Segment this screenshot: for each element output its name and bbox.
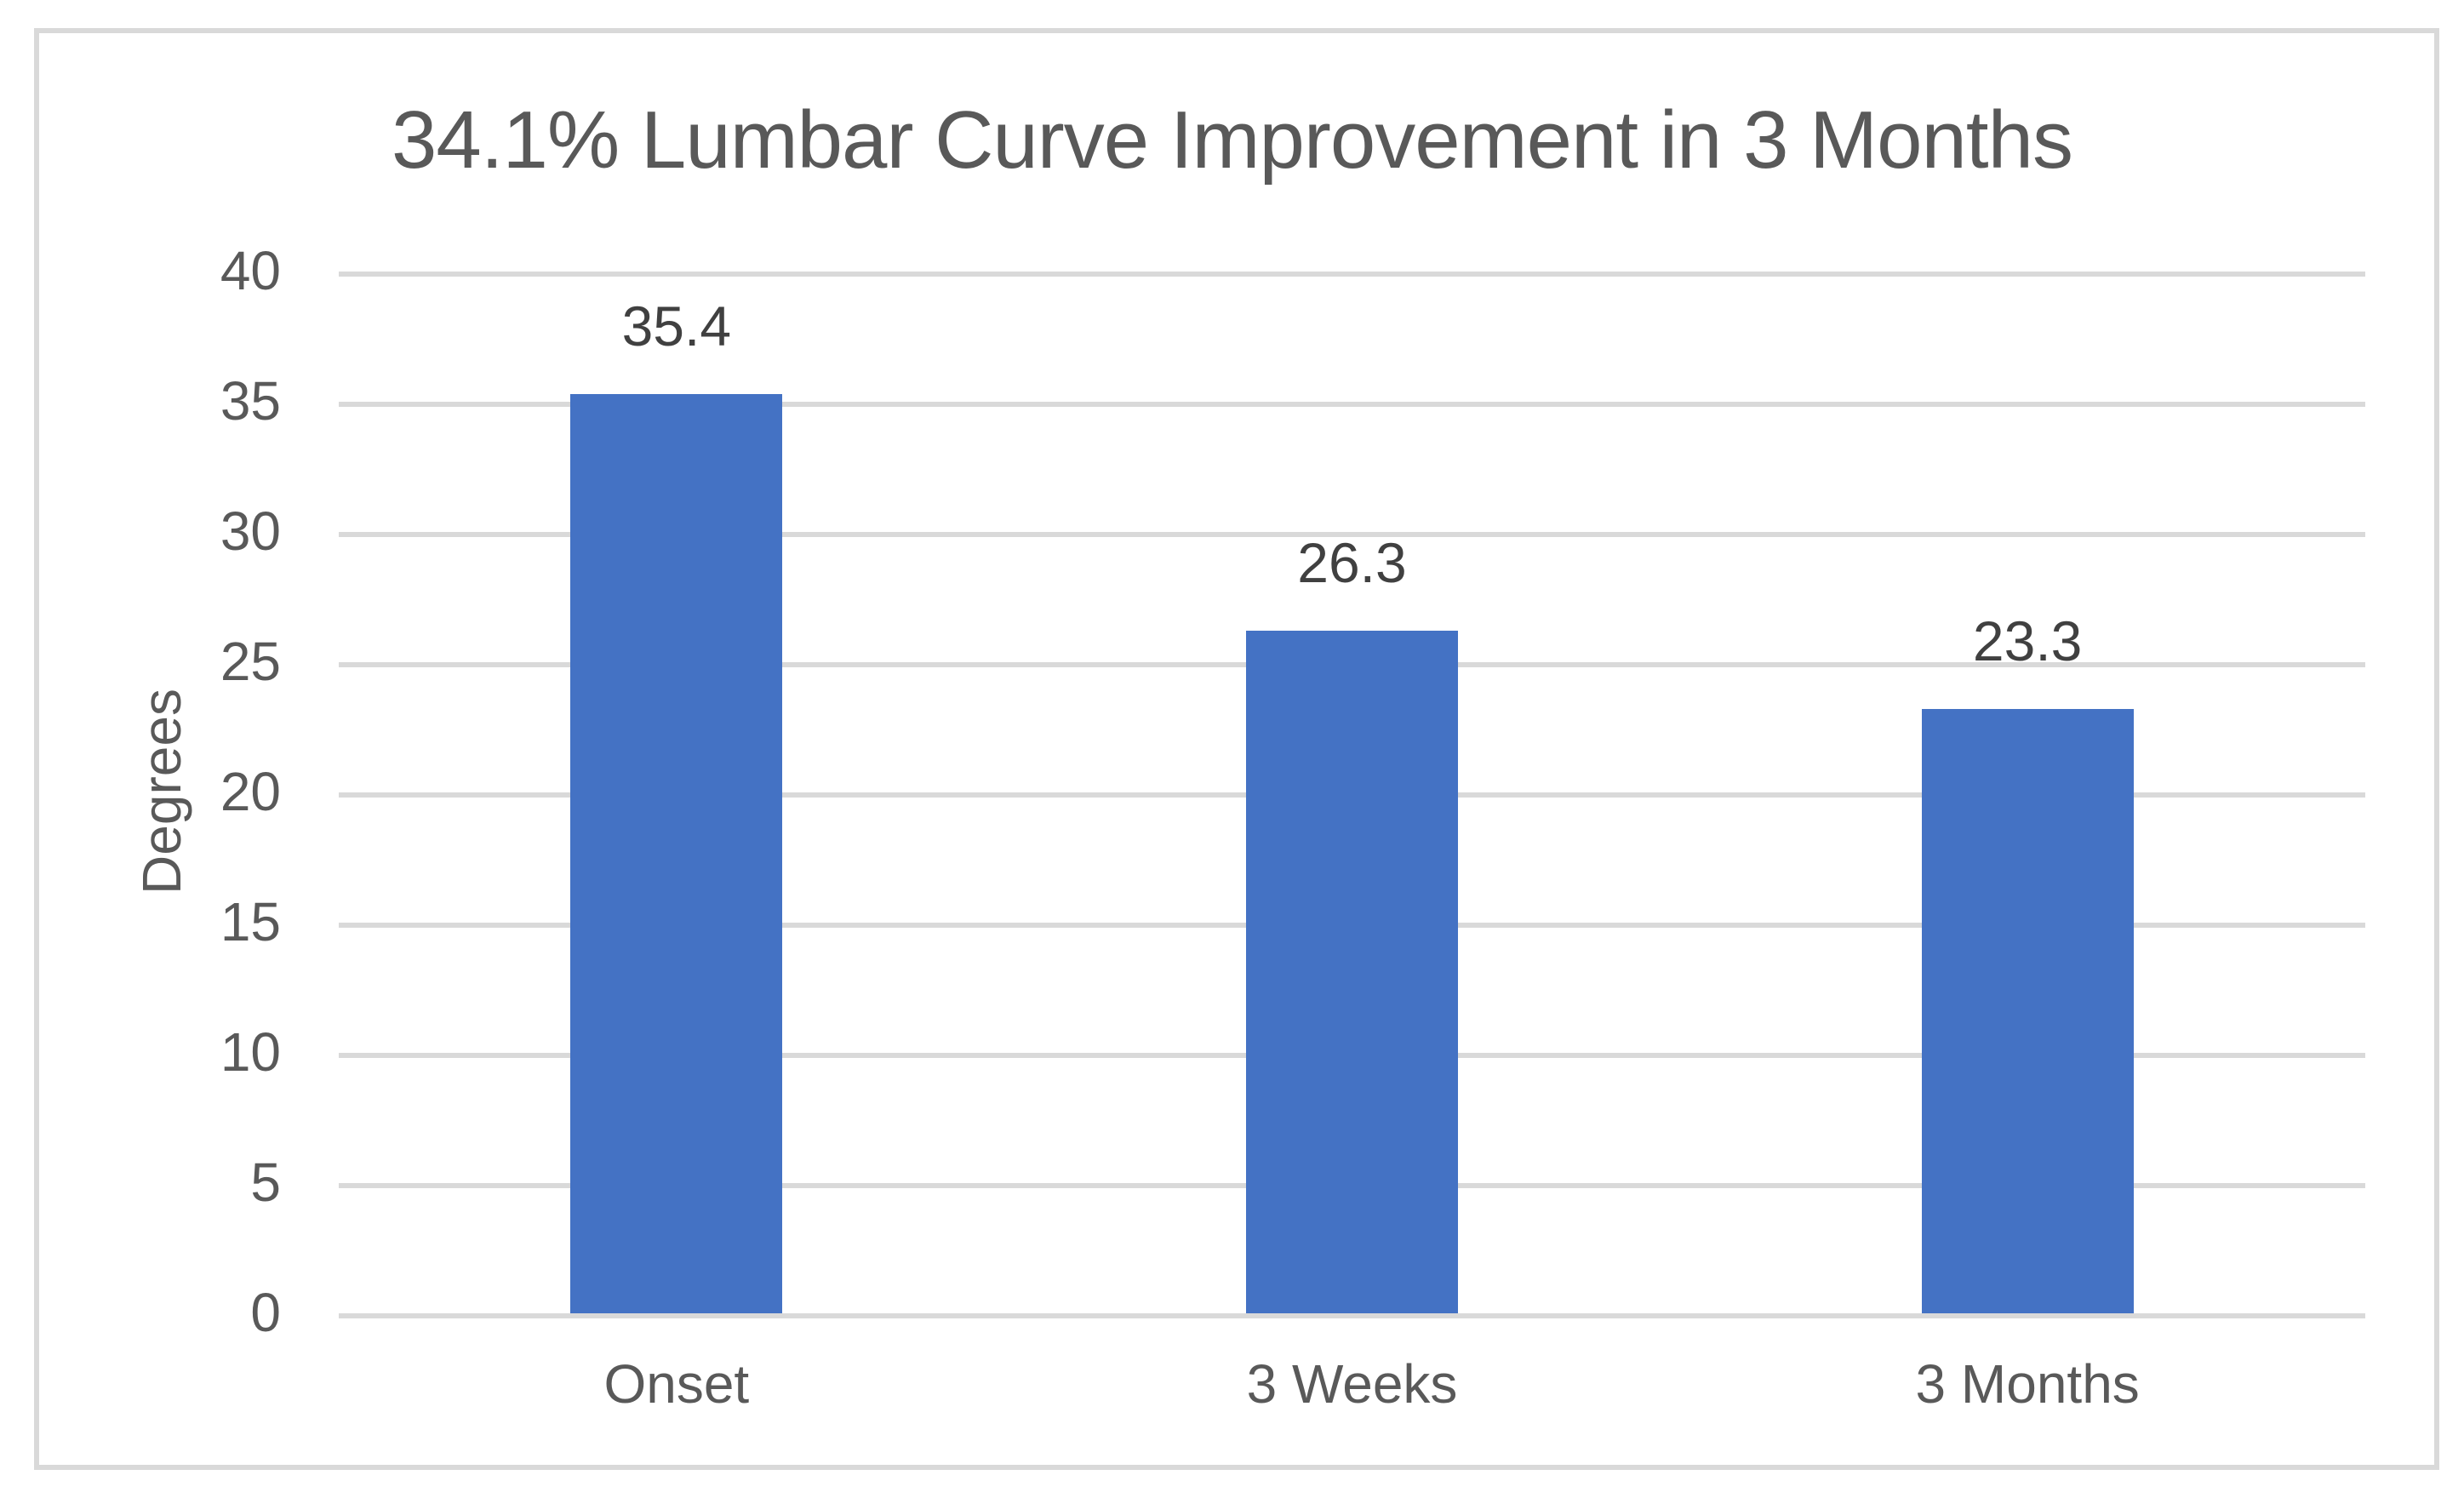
y-tick-label: 20	[220, 761, 281, 822]
bar-3-months	[1921, 709, 2134, 1313]
y-tick-label: 35	[220, 370, 281, 432]
bar-onset	[570, 393, 783, 1313]
y-tick-label: 5	[250, 1152, 281, 1213]
chart-title: 34.1% Lumbar Curve Improvement in 3 Mont…	[392, 94, 2073, 186]
y-tick-label: 30	[220, 500, 281, 562]
gridline	[339, 402, 2365, 407]
x-tick-label: 3 Months	[1915, 1353, 2140, 1415]
bar-3-weeks	[1246, 631, 1458, 1313]
y-tick-label: 0	[250, 1282, 281, 1343]
x-tick-label: 3 Weeks	[1246, 1353, 1458, 1415]
y-tick-label: 15	[220, 891, 281, 952]
x-axis-line	[339, 1313, 2365, 1318]
data-label: 23.3	[1972, 609, 2083, 673]
y-tick-label: 40	[220, 240, 281, 301]
gridline	[339, 272, 2365, 277]
y-tick-label: 25	[220, 631, 281, 692]
gridline	[339, 532, 2365, 537]
y-tick-label: 10	[220, 1021, 281, 1083]
data-label: 35.4	[621, 294, 732, 357]
data-label: 26.3	[1297, 531, 1407, 595]
x-tick-label: Onset	[603, 1353, 750, 1415]
